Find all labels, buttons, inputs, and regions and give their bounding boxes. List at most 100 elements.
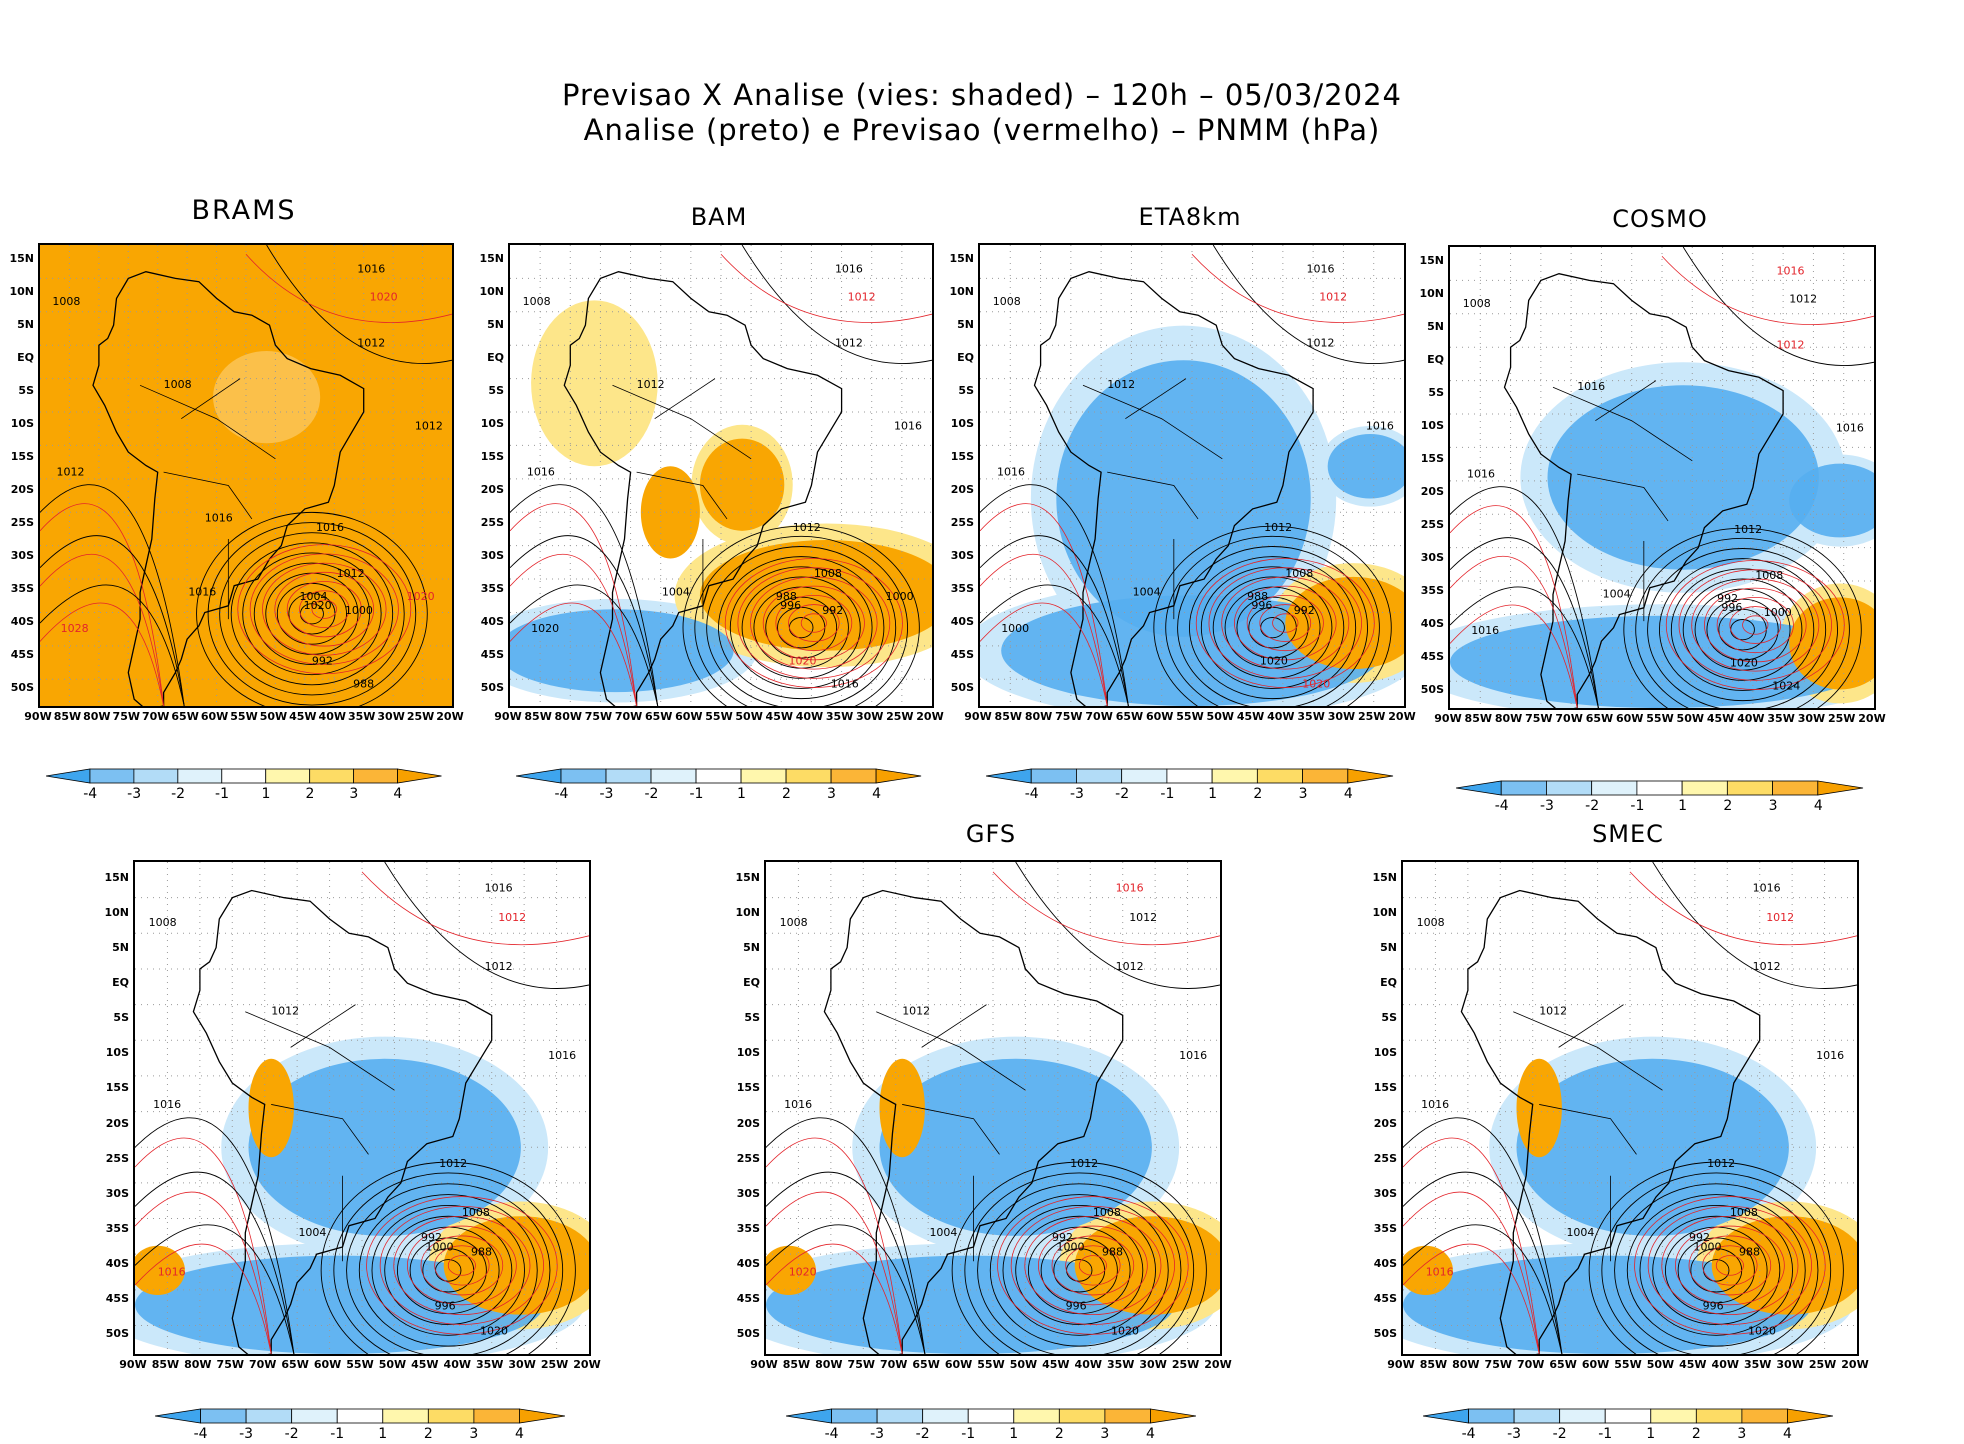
bias-warm-area [879, 1058, 925, 1158]
lon-label: 45W [289, 710, 317, 723]
lat-label: 30S [736, 1186, 760, 1200]
isobar-forecast [1715, 1255, 1744, 1276]
lat-label: 20S [736, 1116, 760, 1130]
colorbar-tick: 2 [782, 786, 791, 802]
isobar-analysis [741, 245, 932, 364]
isobar-forecast [1702, 1245, 1758, 1286]
lon-label: 20W [573, 1358, 601, 1371]
isobar-label: 992 [822, 604, 843, 617]
isobar-analysis [230, 542, 394, 686]
continent-outline [1503, 273, 1784, 708]
colorbar-tick: -4 [1024, 786, 1039, 802]
isobar-analysis [135, 1224, 295, 1354]
lon-label: 40W [318, 710, 346, 723]
isobar-label: 1012 [1734, 523, 1762, 536]
isobar-label: 1020 [1748, 1324, 1776, 1337]
colorbar-segment [786, 1408, 832, 1424]
lon-label: 40W [1267, 710, 1295, 723]
isobar-label: 1016 [784, 1098, 812, 1111]
isobar-forecast [1647, 1205, 1813, 1325]
lon-label: 80W [184, 1358, 212, 1371]
isobar-analysis [741, 576, 861, 679]
colorbar-segment [1650, 1408, 1697, 1424]
colorbar-tick: -2 [284, 1426, 299, 1442]
lon-label: 50W [1646, 1358, 1675, 1371]
isobar-label: 1004 [929, 1226, 957, 1239]
isobar-forecast [800, 613, 827, 633]
isobar-analysis [980, 584, 1129, 706]
bias-warm-area [766, 1245, 816, 1295]
colorbar-tick: 1 [1678, 798, 1688, 814]
colorbar-segment [382, 1408, 429, 1424]
isobar-label: 1012 [1070, 1157, 1098, 1170]
colorbar-tick: 2 [1054, 1426, 1064, 1442]
lat-label: 5N [1427, 320, 1444, 334]
lon-label: 50W [259, 710, 288, 723]
bias-cold-area [1403, 1255, 1812, 1354]
isobar-label: 1016 [1306, 263, 1334, 276]
isobar-analysis [989, 1194, 1169, 1347]
country-border [921, 1004, 987, 1048]
isobar-label: 1020 [1302, 678, 1330, 691]
colorbar-segment [1121, 768, 1168, 784]
isobar-analysis [1659, 558, 1827, 702]
bias-cold-area [1327, 434, 1404, 499]
lon-label: 25W [1357, 710, 1386, 723]
map-area: 1016 1012 1008 1012 1012 1016 1016 1012 1008 1004… [978, 243, 1406, 708]
colorbar-segment [1058, 1408, 1106, 1424]
isobar-label: 1012 [415, 419, 443, 432]
colorbar-tick: -3 [127, 786, 142, 802]
lon-label: 35W [825, 710, 854, 723]
lon-label: 90W [494, 710, 522, 723]
colorbar-tick: -3 [599, 786, 614, 802]
lat-label: 35S [1420, 583, 1444, 597]
bias-field: 1016 1012 1008 1012 1012 1016 1016 1012 1008 1004… [510, 245, 932, 706]
isobar-analysis [1652, 1215, 1781, 1325]
lon-label: 55W [1614, 1358, 1642, 1371]
isobar-forecast [1233, 585, 1337, 661]
lat-label: 35S [105, 1222, 129, 1235]
map-panel-unnamed: 1016 1012 1008 1012 1012 1016 1016 1012 1008 1004… [104, 860, 601, 1378]
lon-label: 20W [1858, 712, 1886, 725]
isobar-analysis [1450, 537, 1599, 708]
lon-label: 25W [1171, 1358, 1200, 1371]
isobar-analysis [1601, 1172, 1832, 1354]
lat-label: 5N [112, 940, 129, 954]
lon-label: 55W [1176, 710, 1204, 723]
isobar-forecast [1450, 604, 1578, 708]
isobar-analysis [40, 584, 185, 706]
lat-label: 5S [488, 384, 504, 398]
isobar-analysis [977, 1183, 1182, 1354]
isobar-label: 1016 [1753, 882, 1781, 895]
colorbar-segment [741, 768, 787, 784]
colorbar-tick: -4 [193, 1426, 208, 1442]
isobar-forecast [393, 1215, 531, 1316]
colorbar-tick: 4 [1782, 1426, 1792, 1442]
lon-label: 45W [1679, 1358, 1707, 1371]
isobar-label: 1016 [205, 512, 233, 525]
isobar-forecast [510, 553, 637, 706]
lon-label: 25W [886, 710, 914, 723]
lon-label: 70W [1085, 710, 1113, 723]
isobar-label: 1016 [835, 263, 863, 276]
bias-warm-area [248, 1058, 294, 1158]
colorbar-tick: 1 [737, 786, 746, 802]
colorbar-tick: 4 [1813, 798, 1823, 814]
isobar-forecast [1208, 567, 1362, 679]
lat-label: 5S [113, 1011, 129, 1025]
colorbar-tick: -2 [171, 786, 186, 802]
colorbar-segment [221, 768, 267, 784]
continent-outline [1033, 271, 1314, 706]
isobar-label: 1016 [1776, 265, 1804, 278]
isobar-forecast [40, 602, 164, 706]
isobar-forecast [237, 544, 412, 675]
isobar-analysis [682, 525, 920, 706]
lon-label: 30W [508, 1358, 536, 1371]
isobar-label: 1012 [1107, 378, 1135, 391]
isobar-label: 1012 [1319, 290, 1347, 303]
lon-label: 60W [1145, 710, 1174, 723]
colorbar-tick: 4 [1145, 1426, 1155, 1442]
isobar-label: 1008 [993, 295, 1021, 308]
isobar-forecast [40, 503, 164, 706]
isobar-analysis [694, 535, 908, 706]
